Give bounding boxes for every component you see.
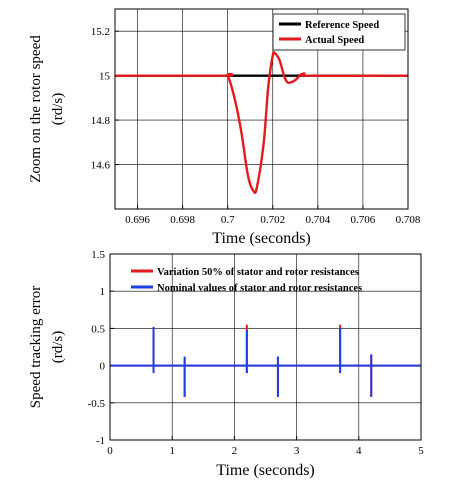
y-axis-label-line-1: Speed tracking error bbox=[28, 286, 44, 408]
x-tick-label: 0.708 bbox=[396, 214, 421, 226]
x-tick-label: 2 bbox=[232, 445, 238, 457]
plot-frame bbox=[114, 8, 409, 210]
legend-box bbox=[272, 13, 406, 51]
series-lines bbox=[110, 324, 421, 397]
x-tick-label: 0.704 bbox=[305, 214, 330, 226]
y-tick-label: 14.8 bbox=[91, 115, 111, 127]
x-tick-label: 5 bbox=[418, 445, 424, 457]
y-axis-label-line-1: Zoom on the rotor speed bbox=[28, 35, 44, 183]
x-tick-label: 4 bbox=[356, 445, 362, 457]
y-tick-label: 15.2 bbox=[91, 26, 110, 38]
y-axis-label-line-2: (rd/s) bbox=[50, 331, 66, 364]
x-tick-label: 0.698 bbox=[170, 214, 195, 226]
grid-lines bbox=[109, 253, 422, 441]
legend-label-actual-speed: Actual Speed bbox=[305, 35, 364, 46]
legend: Variation 50% of stator and rotor resist… bbox=[131, 267, 362, 294]
rotor-speed-zoom-chart: 0.696 0.698 0.7 0.702 0.704 0.706 0.708 14.6 14.… bbox=[28, 8, 421, 247]
x-tick-label: 0 bbox=[107, 445, 113, 457]
x-tick-label: 1 bbox=[169, 445, 175, 457]
y-tick-label: 14.6 bbox=[91, 160, 111, 172]
x-tick-label: 0.7 bbox=[221, 214, 235, 226]
y-tick-label: 0 bbox=[100, 361, 106, 373]
legend-label-nominal-values: Nominal values of stator and rotor resis… bbox=[157, 283, 362, 294]
y-tick-label: -1 bbox=[96, 435, 105, 447]
tick-labels: 0 1 2 3 4 5 -1 -0.5 0 0.5 1 1.5 bbox=[88, 249, 425, 457]
tick-labels: 0.696 0.698 0.7 0.702 0.704 0.706 0.708 14.6 14.… bbox=[91, 26, 421, 226]
y-tick-label: 15 bbox=[99, 71, 111, 83]
x-tick-label: 0.706 bbox=[351, 214, 376, 226]
legend-label-reference-speed: Reference Speed bbox=[305, 20, 379, 31]
legend-label-variation-50: Variation 50% of stator and rotor resist… bbox=[157, 267, 359, 278]
series-lines bbox=[115, 50, 408, 194]
speed-tracking-error-chart: 0 1 2 3 4 5 -1 -0.5 0 0.5 1 1.5 Time (seconds) Spee… bbox=[28, 249, 424, 479]
legend: Reference Speed Actual Speed bbox=[272, 13, 406, 51]
x-axis-label: Time (seconds) bbox=[212, 230, 311, 247]
plot-frame bbox=[109, 253, 422, 441]
y-tick-label: 0.5 bbox=[91, 323, 105, 335]
x-tick-label: 0.702 bbox=[260, 214, 285, 226]
y-tick-label: -0.5 bbox=[88, 398, 106, 410]
x-axis-label: Time (seconds) bbox=[216, 462, 315, 479]
y-tick-label: 1.5 bbox=[91, 249, 105, 261]
x-tick-label: 0.696 bbox=[125, 214, 150, 226]
y-tick-label: 1 bbox=[100, 286, 106, 298]
y-axis-label-line-2: (rd/s) bbox=[50, 93, 66, 126]
series-line-actual-speed bbox=[115, 50, 408, 194]
x-tick-label: 3 bbox=[294, 445, 300, 457]
